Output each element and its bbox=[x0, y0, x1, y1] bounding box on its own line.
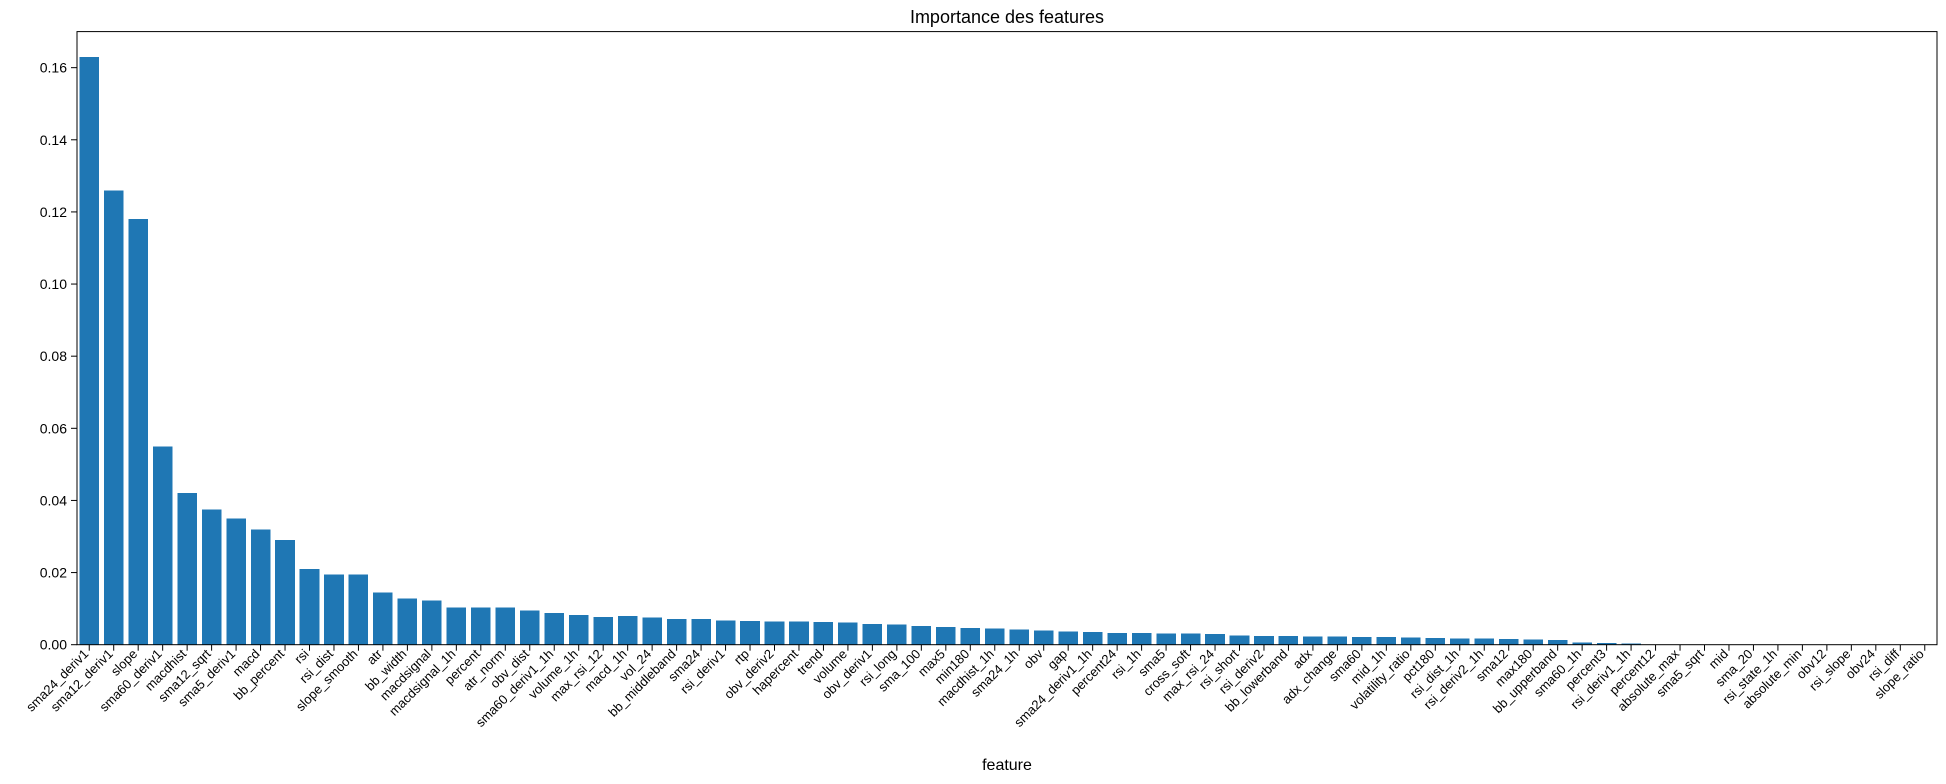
svg-text:0.00: 0.00 bbox=[40, 637, 67, 653]
svg-text:0.02: 0.02 bbox=[40, 565, 67, 581]
svg-text:0.12: 0.12 bbox=[40, 204, 67, 220]
svg-text:0.04: 0.04 bbox=[40, 492, 67, 508]
svg-text:0.14: 0.14 bbox=[40, 132, 67, 148]
svg-text:0.06: 0.06 bbox=[40, 420, 67, 436]
svg-text:feature: feature bbox=[982, 757, 1032, 774]
svg-text:Importance des features: Importance des features bbox=[910, 7, 1104, 27]
svg-text:0.16: 0.16 bbox=[40, 60, 67, 76]
svg-text:0.08: 0.08 bbox=[40, 348, 67, 364]
svg-text:0.10: 0.10 bbox=[40, 276, 67, 292]
